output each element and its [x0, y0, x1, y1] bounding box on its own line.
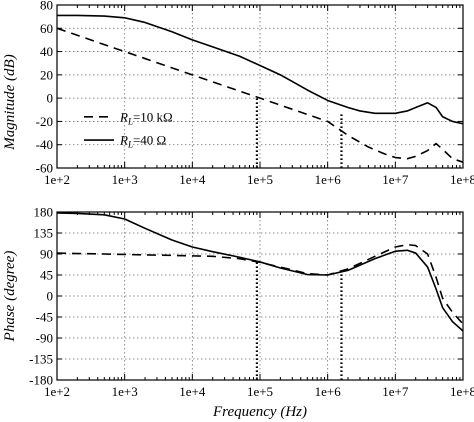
x-tick-label: 1e+8 — [450, 384, 474, 399]
y-tick-label: -45 — [36, 310, 53, 325]
y-tick-label: 180 — [34, 205, 54, 220]
x-tick-label: 1e+3 — [112, 384, 138, 399]
x-tick-label: 1e+7 — [382, 172, 409, 187]
y-tick-label: 0 — [47, 91, 54, 106]
x-tick-label: 1e+2 — [44, 172, 70, 187]
phase-y-axis-label: Phase (degree) — [2, 251, 18, 343]
x-tick-label: 1e+4 — [179, 384, 206, 399]
y-tick-label: 40 — [40, 44, 53, 59]
y-tick-label: -180 — [29, 373, 53, 388]
y-tick-label: 20 — [40, 67, 53, 82]
series-line-dashed — [56, 27, 464, 163]
y-tick-label: 0 — [47, 289, 54, 304]
x-tick-label: 1e+2 — [44, 384, 70, 399]
x-tick-label: 1e+4 — [179, 172, 206, 187]
plot-frame — [56, 4, 464, 169]
x-tick-label: 1e+5 — [247, 172, 273, 187]
frequency-x-axis-label: Frequency (Hz) — [212, 404, 307, 420]
legend-label: RL=10 kΩ — [119, 109, 173, 126]
magnitude-y-axis-label: Magnitude (dB) — [2, 54, 18, 150]
y-tick-label: 135 — [34, 226, 54, 241]
legend-label: RL=40 Ω — [119, 133, 166, 150]
plot-frame — [56, 211, 464, 381]
x-tick-label: 1e+5 — [247, 384, 273, 399]
series-line-solid — [56, 212, 464, 332]
y-tick-label: -60 — [36, 161, 53, 176]
series-line-dashed — [56, 243, 464, 325]
x-tick-label: 1e+3 — [112, 172, 138, 187]
legend: RL=10 kΩ RL=40 Ω — [84, 109, 173, 150]
x-tick-label: 1e+6 — [315, 172, 342, 187]
y-tick-label: -90 — [36, 331, 53, 346]
y-tick-label: 45 — [40, 268, 53, 283]
magnitude-panel: 1e+2 1e+3 1e+4 1e+5 1e+6 1e+7 1e+8 -60 -40 -20 0 20… — [36, 0, 474, 187]
series-line-solid — [57, 14, 464, 125]
x-tick-label: 1e+7 — [382, 384, 409, 399]
x-tick-label: 1e+8 — [450, 172, 474, 187]
y-tick-label: 60 — [40, 21, 53, 36]
y-tick-label: 90 — [40, 247, 53, 262]
y-tick-label: 80 — [40, 0, 53, 13]
y-tick-label: -135 — [29, 352, 53, 367]
x-tick-label: 1e+6 — [315, 384, 342, 399]
y-tick-label: -20 — [36, 114, 53, 129]
y-tick-label: -40 — [36, 137, 53, 152]
phase-panel: 1e+2 1e+3 1e+4 1e+5 1e+6 1e+7 1e+8 -180 -135 -90 -… — [29, 205, 474, 400]
